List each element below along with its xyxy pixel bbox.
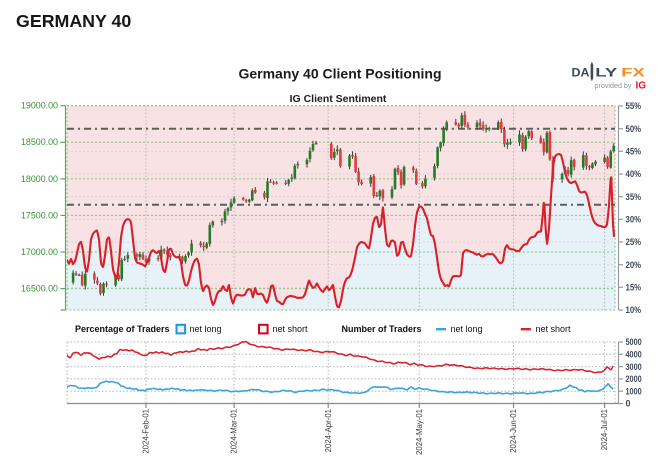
svg-text:IG Client Sentiment: IG Client Sentiment [290,93,387,105]
svg-text:16500.00: 16500.00 [21,284,58,294]
svg-text:2024-Jun-01: 2024-Jun-01 [509,409,518,453]
svg-text:provided by: provided by [595,81,632,90]
svg-text:GERMANY 40: GERMANY 40 [16,11,131,31]
svg-text:2000: 2000 [626,374,642,384]
svg-text:45%: 45% [626,147,642,157]
svg-text:2024-Feb-01: 2024-Feb-01 [142,409,151,454]
svg-text:1000: 1000 [626,386,642,396]
svg-text:15%: 15% [626,283,642,293]
svg-text:18000.00: 18000.00 [21,174,58,184]
svg-text:50%: 50% [626,124,642,134]
svg-text:18500.00: 18500.00 [21,137,58,147]
svg-text:2024-Mar-01: 2024-Mar-01 [230,409,239,454]
svg-text:Number of Traders: Number of Traders [342,324,422,334]
svg-text:5000: 5000 [626,337,642,347]
svg-text:net short: net short [273,324,309,334]
svg-text:Percentage of Traders: Percentage of Traders [75,324,170,334]
svg-text:20%: 20% [626,260,642,270]
svg-text:17000.00: 17000.00 [21,247,58,257]
svg-text:2024-Apr-01: 2024-Apr-01 [324,409,333,452]
svg-text:40%: 40% [626,169,642,179]
svg-text:30%: 30% [626,215,642,225]
svg-text:2024-May-01: 2024-May-01 [415,409,424,455]
svg-text:2024-Jul-01: 2024-Jul-01 [600,409,609,450]
svg-text:25%: 25% [626,237,642,247]
svg-text:DA: DA [572,66,590,80]
svg-text:net short: net short [536,324,572,334]
svg-text:net long: net long [190,324,222,334]
svg-text:LY: LY [595,66,617,80]
svg-text:FX: FX [621,66,644,80]
svg-text:35%: 35% [626,192,642,202]
svg-text:3000: 3000 [626,362,642,372]
svg-text:55%: 55% [626,101,642,111]
svg-text:net long: net long [451,324,483,334]
svg-text:10%: 10% [626,305,642,315]
svg-text:17500.00: 17500.00 [21,210,58,220]
svg-text:IG: IG [636,81,647,92]
svg-text:Germany 40 Client Positioning: Germany 40 Client Positioning [238,66,441,82]
svg-text:4000: 4000 [626,350,642,360]
svg-text:19000.00: 19000.00 [21,101,58,111]
svg-text:0: 0 [626,399,631,409]
